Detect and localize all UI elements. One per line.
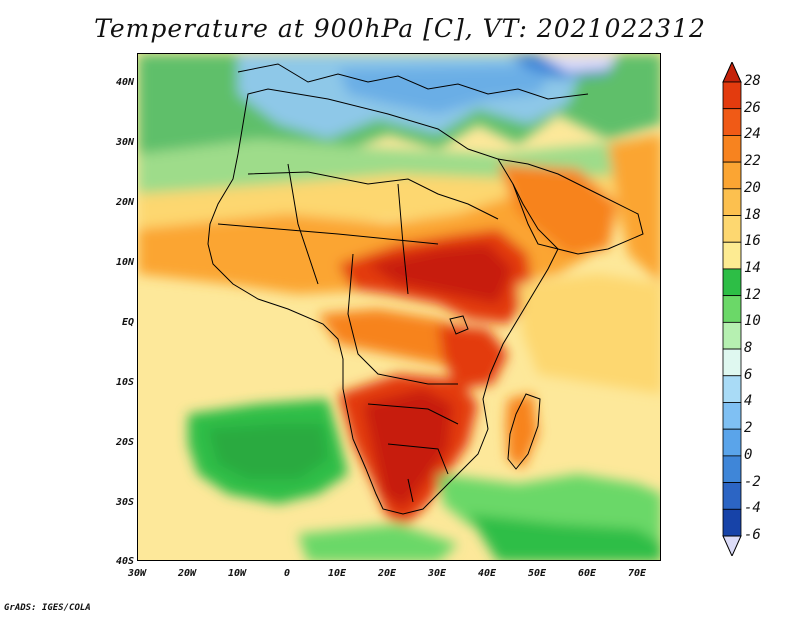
colorbar-tick-label: 22	[744, 153, 761, 170]
colorbar-band	[722, 482, 742, 510]
colorbar-top-arrow	[722, 62, 742, 83]
lon-label-20w: 20W	[177, 568, 197, 579]
colorbar-band	[722, 81, 742, 110]
colorbar-band	[722, 241, 742, 270]
colorbar-tick-label: 8	[744, 340, 753, 357]
colorbar-band	[722, 161, 742, 190]
colorbar-band	[722, 402, 742, 430]
colorbar-band	[722, 375, 742, 403]
colorbar-tick-label: 12	[744, 286, 761, 303]
colorbar-bottom-arrow	[722, 535, 742, 556]
colorbar-tick-label: 28	[744, 73, 761, 89]
colorbar-tick-label: 18	[744, 206, 761, 223]
temperature-map	[137, 53, 661, 561]
colorbar-band	[722, 348, 742, 377]
map-canvas	[138, 54, 660, 560]
colorbar-tick-label: 16	[744, 233, 761, 250]
lon-label-70e: 70E	[627, 568, 647, 579]
colorbar-band	[722, 455, 742, 483]
colorbar-band	[722, 215, 742, 243]
lon-label-50e: 50E	[527, 568, 547, 579]
lon-label-30w: 30W	[127, 568, 147, 579]
lat-label-40s: 40S	[115, 556, 134, 567]
colorbar	[722, 62, 742, 556]
lon-label-40e: 40E	[477, 568, 497, 579]
lat-label-20s: 20S	[115, 437, 134, 448]
colorbar-band	[722, 295, 742, 323]
credit-text: GrADS: IGES/COLA	[4, 603, 91, 613]
lon-label-30e: 30E	[427, 568, 447, 579]
colorbar-tick-label: 0	[744, 446, 753, 463]
colorbar-tick-label: 4	[744, 393, 753, 410]
lat-label-20n: 20N	[115, 197, 134, 208]
colorbar-tick-label: 26	[744, 99, 761, 116]
colorbar-band	[722, 321, 742, 350]
colorbar-tick-label: 2	[744, 420, 753, 437]
lat-label-30n: 30N	[115, 137, 134, 148]
lon-label-0: 0	[283, 568, 291, 579]
colorbar-band	[722, 108, 742, 136]
colorbar-band	[722, 268, 742, 297]
coastlines	[207, 63, 644, 515]
colorbar-tick-label: 6	[744, 366, 753, 383]
lon-label-60e: 60E	[577, 568, 597, 579]
lat-label-eq: EQ	[121, 317, 134, 328]
lon-label-10e: 10E	[327, 568, 347, 579]
lat-label-30s: 30S	[115, 497, 134, 508]
colorbar-tick-label: -6	[744, 527, 761, 543]
colorbar-tick-label: -4	[744, 500, 761, 517]
lon-label-10w: 10W	[227, 568, 247, 579]
colorbar-tick-label: -2	[744, 473, 761, 490]
lat-label-10n: 10N	[115, 257, 134, 268]
colorbar-tick-label: 24	[744, 126, 761, 143]
lon-label-20e: 20E	[377, 568, 397, 579]
colorbar-tick-label: 14	[744, 259, 761, 276]
lat-label-40n: 40N	[115, 77, 134, 88]
lat-label-10s: 10S	[115, 377, 134, 388]
colorbar-tick-label: 10	[744, 313, 761, 330]
colorbar-tick-label: 20	[744, 179, 761, 196]
colorbar-band	[722, 188, 742, 216]
map-title: Temperature at 900hPa [C], VT: 202102231…	[94, 14, 706, 43]
colorbar-band	[722, 135, 742, 163]
colorbar-band	[722, 428, 742, 457]
colorbar-band	[722, 508, 742, 537]
